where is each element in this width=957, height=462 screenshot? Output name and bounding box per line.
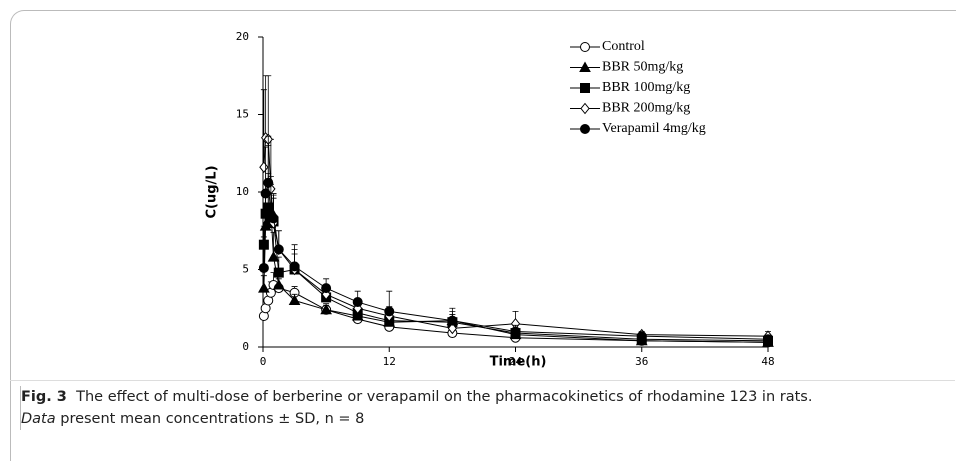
data-point bbox=[273, 244, 284, 255]
y-tick-label: 5 bbox=[242, 263, 249, 276]
caption: Fig. 3 The effect of multi-dose of berbe… bbox=[20, 386, 951, 430]
data-point bbox=[260, 188, 271, 199]
data-point bbox=[763, 334, 773, 345]
data-point bbox=[258, 262, 269, 273]
legend-label: Control bbox=[602, 39, 645, 54]
caption-label: Fig. 3 bbox=[21, 389, 67, 405]
data-point bbox=[258, 282, 270, 293]
figure-frame bbox=[10, 10, 956, 461]
caption-rest: present mean concentrations ± SD, n = 8 bbox=[60, 411, 365, 427]
data-point bbox=[263, 177, 274, 188]
legend-marker bbox=[580, 124, 590, 134]
legend-label: BBR 100mg/kg bbox=[602, 80, 690, 95]
error-bar bbox=[260, 236, 267, 268]
caption-text: The effect of multi-dose of berberine or… bbox=[76, 389, 813, 405]
y-tick-label: 10 bbox=[236, 185, 249, 198]
legend-marker bbox=[579, 61, 591, 72]
data-point bbox=[321, 283, 332, 294]
data-point bbox=[272, 278, 285, 290]
series-line bbox=[263, 136, 769, 337]
x-tick-label: 36 bbox=[635, 355, 648, 368]
legend-label: BBR 50mg/kg bbox=[602, 60, 683, 75]
data-point bbox=[636, 331, 647, 342]
data-point bbox=[447, 315, 458, 326]
data-point bbox=[288, 294, 301, 305]
data-point bbox=[289, 261, 300, 272]
series-line bbox=[263, 182, 769, 340]
caption-rule bbox=[10, 380, 955, 381]
x-tick-label: 12 bbox=[383, 355, 396, 368]
x-axis-label: Time(h) bbox=[490, 355, 547, 370]
data-point bbox=[273, 267, 284, 278]
x-tick-label: 0 bbox=[260, 355, 267, 368]
data-point bbox=[267, 251, 280, 262]
data-point bbox=[259, 161, 269, 174]
legend-marker bbox=[580, 102, 590, 115]
y-tick-label: 15 bbox=[236, 108, 249, 121]
caption-italic: Data bbox=[21, 411, 56, 427]
legend-marker bbox=[580, 42, 590, 52]
y-axis-label: C(ug/L) bbox=[205, 165, 220, 218]
error-bar bbox=[265, 135, 272, 183]
data-point bbox=[320, 303, 332, 315]
data-point bbox=[510, 326, 521, 337]
data-point bbox=[352, 297, 363, 308]
x-tick-label: 24 bbox=[509, 355, 523, 368]
legend-label: Verapamil 4mg/kg bbox=[602, 121, 706, 136]
y-tick-label: 0 bbox=[242, 340, 249, 353]
data-point bbox=[268, 213, 279, 224]
error-bar bbox=[265, 75, 272, 140]
legend-marker bbox=[580, 83, 590, 93]
y-tick-label: 20 bbox=[236, 30, 249, 43]
data-point bbox=[447, 322, 458, 335]
chart: Time(h) C(ug/L) 0 5 10 15 20 0 12 24 36 48 Control… bbox=[205, 30, 775, 370]
data-point bbox=[384, 306, 395, 317]
x-tick-label: 48 bbox=[761, 355, 774, 368]
legend-label: BBR 200mg/kg bbox=[602, 101, 690, 116]
